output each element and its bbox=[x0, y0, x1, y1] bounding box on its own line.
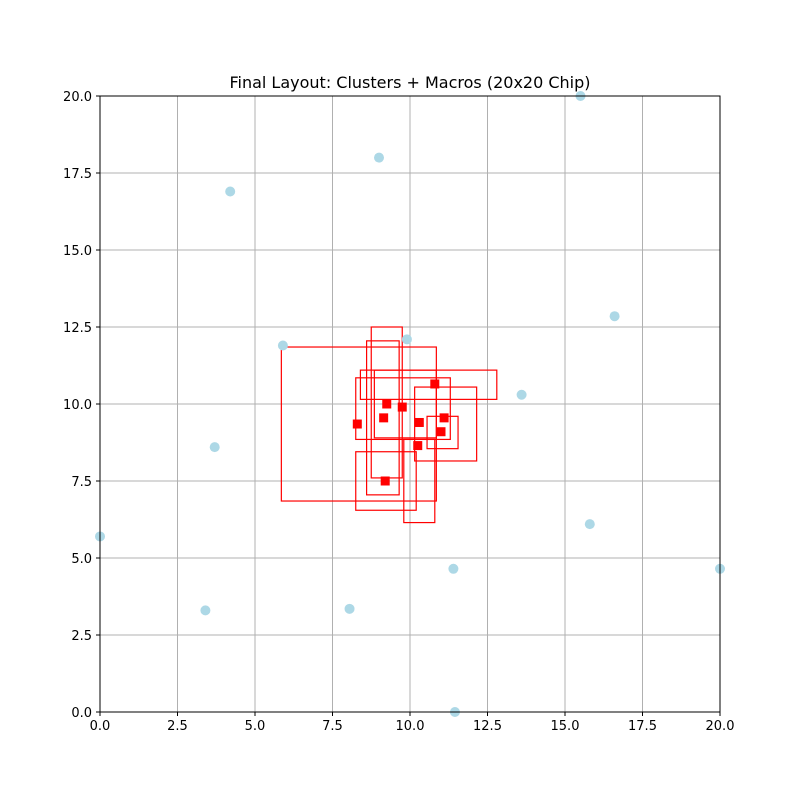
y-tick-label: 17.5 bbox=[63, 167, 92, 182]
x-tick-label: 10.0 bbox=[396, 719, 425, 734]
y-tick-label: 2.5 bbox=[71, 629, 92, 644]
cluster-point bbox=[516, 389, 527, 400]
macro-point bbox=[414, 417, 424, 427]
cluster-point bbox=[584, 519, 595, 530]
x-tick-label: 12.5 bbox=[473, 719, 502, 734]
cluster-point bbox=[225, 186, 236, 197]
cluster-point bbox=[401, 334, 412, 345]
x-tick-label: 0.0 bbox=[90, 719, 111, 734]
macro-rect bbox=[373, 369, 437, 439]
grid bbox=[99, 95, 721, 713]
macro-rect bbox=[414, 386, 478, 462]
macro-point bbox=[352, 419, 362, 429]
macro-point bbox=[413, 441, 423, 451]
x-tick-label: 2.5 bbox=[167, 719, 188, 734]
macro-point bbox=[379, 413, 389, 423]
chart-title: Final Layout: Clusters + Macros (20x20 C… bbox=[229, 73, 590, 92]
macro-outlines bbox=[280, 326, 498, 524]
y-tick-label: 10.0 bbox=[63, 398, 92, 413]
macro-rect bbox=[355, 377, 451, 441]
macro-point bbox=[439, 413, 449, 423]
y-tick-label: 0.0 bbox=[71, 706, 92, 721]
x-tick-label: 7.5 bbox=[322, 719, 343, 734]
x-tick-label: 15.0 bbox=[551, 719, 580, 734]
cluster-point bbox=[609, 311, 620, 322]
cluster-point bbox=[374, 152, 384, 163]
macro-rect bbox=[355, 451, 417, 511]
data-points bbox=[95, 91, 725, 717]
cluster-point bbox=[277, 340, 288, 351]
macro-point bbox=[397, 402, 407, 412]
cluster-point bbox=[448, 563, 459, 574]
y-tick-label: 5.0 bbox=[71, 552, 92, 567]
macro-point bbox=[380, 476, 390, 486]
x-tick-label: 5.0 bbox=[245, 719, 266, 734]
y-tick-label: 7.5 bbox=[71, 475, 92, 490]
y-tick-label: 12.5 bbox=[63, 321, 92, 336]
macro-point bbox=[436, 427, 446, 437]
cluster-point bbox=[344, 603, 355, 614]
macro-rect bbox=[403, 438, 436, 524]
x-tick-label: 20.0 bbox=[706, 719, 735, 734]
macro-point bbox=[382, 399, 392, 409]
x-tick-label: 17.5 bbox=[628, 719, 657, 734]
y-tick-label: 20.0 bbox=[63, 90, 92, 105]
macro-point bbox=[430, 379, 440, 389]
cluster-point bbox=[209, 442, 220, 453]
cluster-point bbox=[200, 605, 211, 616]
axis-ticks: 0.0 2.5 5.0 7.5 10.0 12.5 15.0 17.5 20.0 0.0 2.5 5.… bbox=[63, 90, 734, 734]
macro-rect bbox=[366, 340, 400, 496]
y-tick-label: 15.0 bbox=[63, 244, 92, 259]
